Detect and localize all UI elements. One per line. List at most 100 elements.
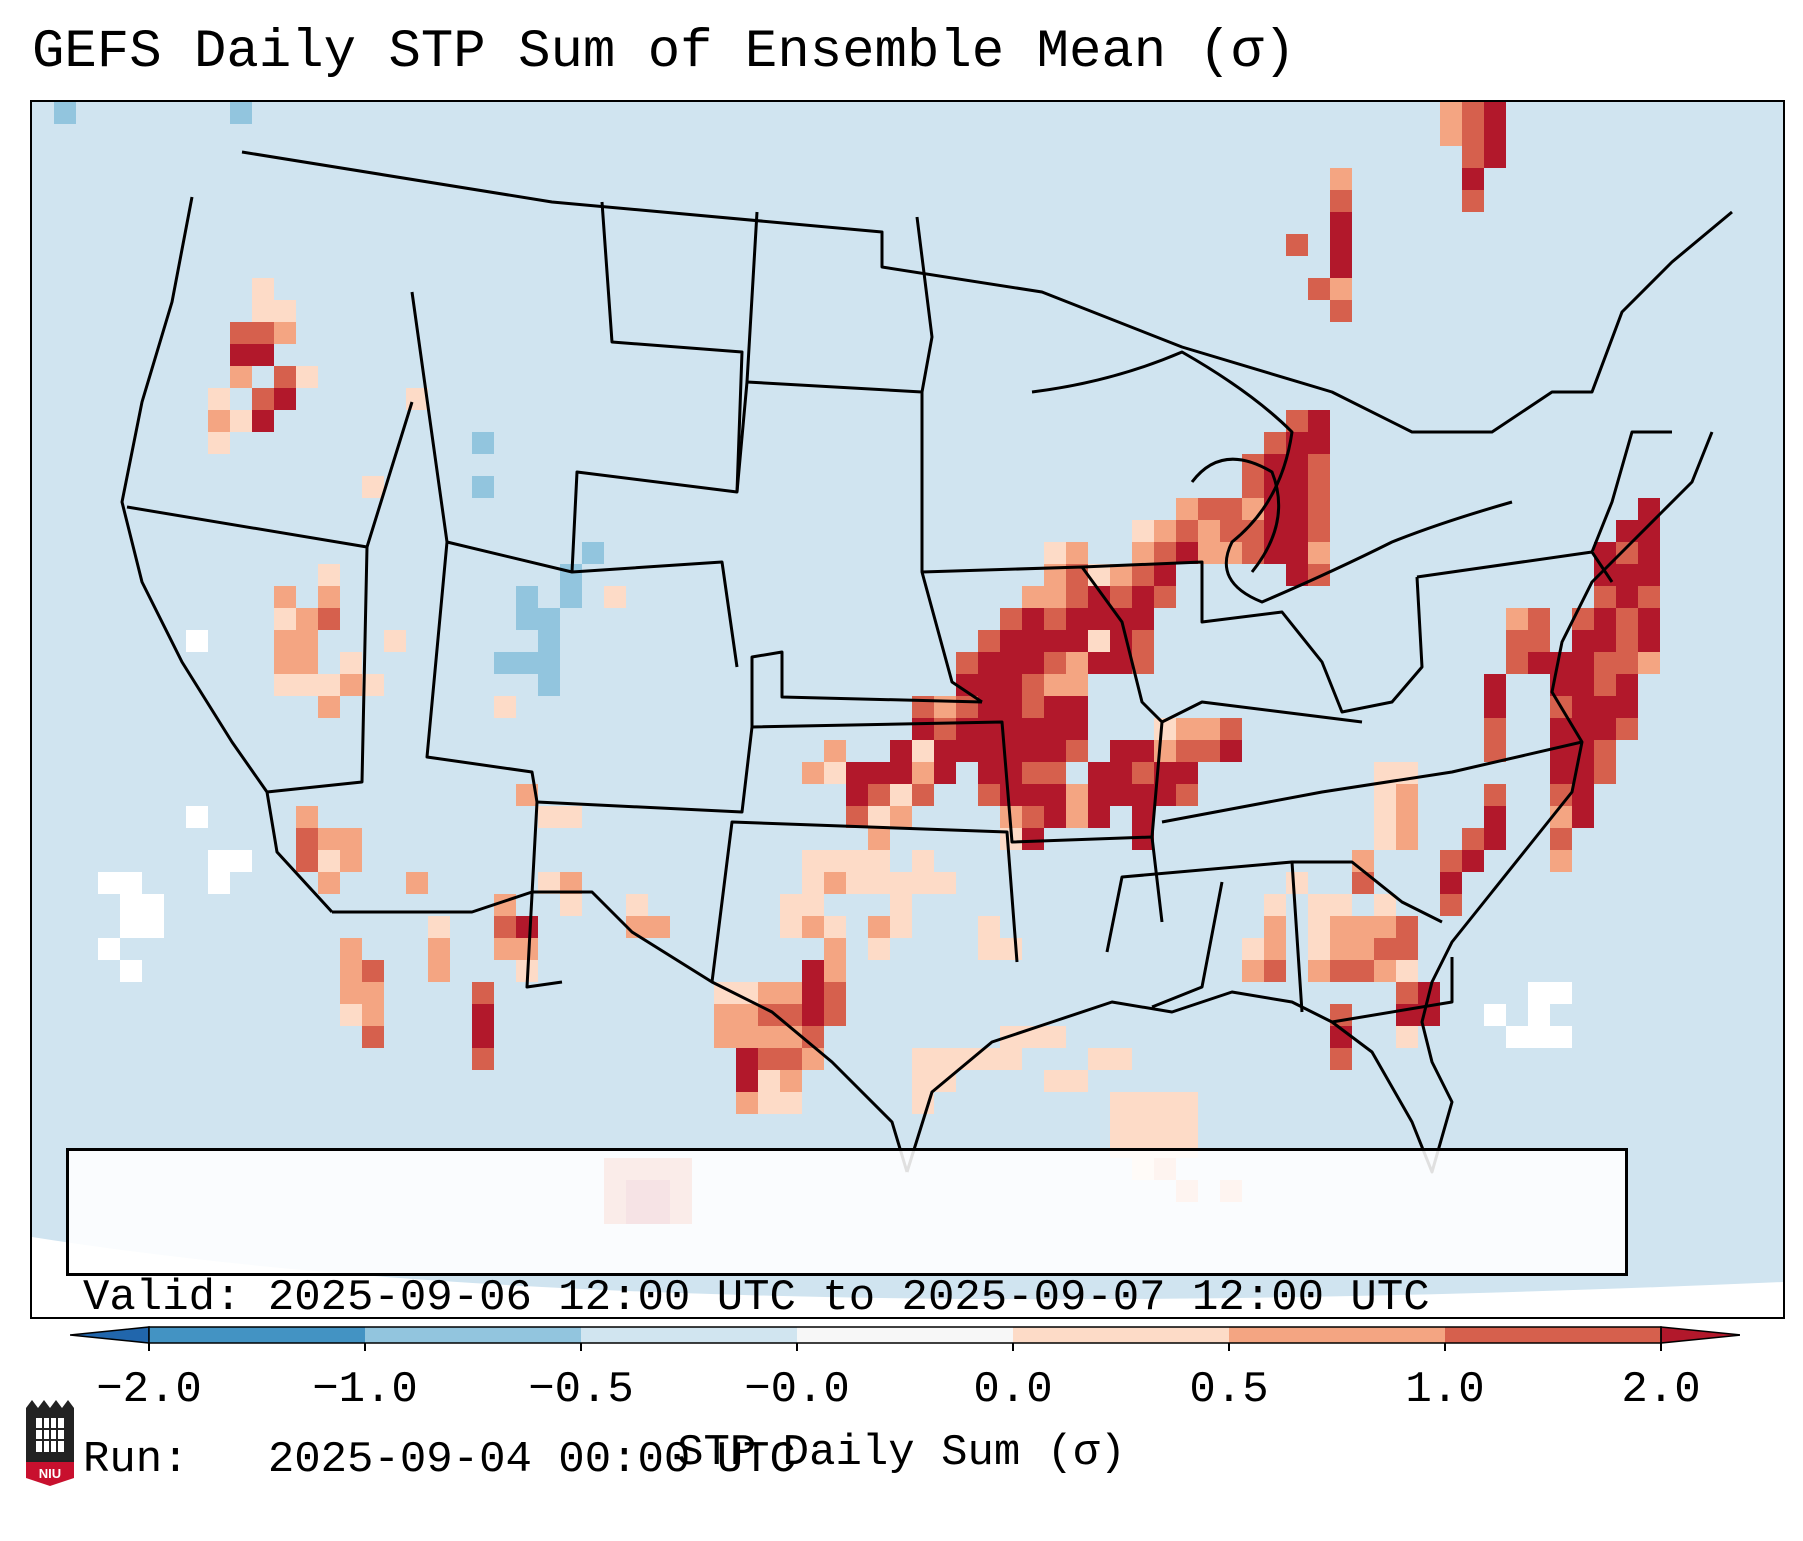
anomaly-cell [274, 674, 296, 696]
anomaly-cell [846, 850, 868, 872]
anomaly-cell [1528, 608, 1550, 630]
anomaly-cell [274, 322, 296, 344]
anomaly-cell [1176, 762, 1198, 784]
anomaly-cell [802, 1048, 824, 1070]
anomaly-cell [362, 1004, 384, 1026]
anomaly-cell [1594, 718, 1616, 740]
anomaly-cell [1132, 608, 1154, 630]
anomaly-cell [1616, 564, 1638, 586]
anomaly-cell [1506, 1026, 1528, 1048]
anomaly-cell [736, 1026, 758, 1048]
anomaly-cell [1264, 498, 1286, 520]
anomaly-cell [736, 1070, 758, 1092]
tick-label: 0.5 [1189, 1365, 1269, 1415]
anomaly-cell [1462, 850, 1484, 872]
anomaly-cell [802, 916, 824, 938]
anomaly-cell [1308, 454, 1330, 476]
anomaly-cell [1110, 740, 1132, 762]
colorbar-segment [1229, 1327, 1445, 1343]
anomaly-cell [1198, 542, 1220, 564]
anomaly-cell [626, 894, 648, 916]
anomaly-cell [472, 1048, 494, 1070]
anomaly-cell [1110, 1048, 1132, 1070]
anomaly-cell [1286, 520, 1308, 542]
anomaly-cell [1484, 828, 1506, 850]
anomaly-cell [824, 938, 846, 960]
anomaly-cell [340, 652, 362, 674]
colorbar-segment [149, 1327, 365, 1343]
anomaly-cell [1528, 652, 1550, 674]
anomaly-cell [230, 344, 252, 366]
anomaly-cell [472, 432, 494, 454]
anomaly-cell [1088, 806, 1110, 828]
anomaly-cell [1572, 740, 1594, 762]
anomaly-cell [1594, 740, 1616, 762]
anomaly-cell [1616, 608, 1638, 630]
anomaly-cell [494, 938, 516, 960]
anomaly-cell [1594, 762, 1616, 784]
anomaly-cell [736, 1004, 758, 1026]
anomaly-cell [1572, 608, 1594, 630]
anomaly-cell [1440, 872, 1462, 894]
anomaly-cell [1462, 146, 1484, 168]
anomaly-cell [868, 872, 890, 894]
anomaly-cell [274, 366, 296, 388]
anomaly-cell [318, 674, 340, 696]
anomaly-cell [1396, 982, 1418, 1004]
anomaly-cell [516, 608, 538, 630]
state-borders [120, 150, 1733, 1174]
anomaly-cell [846, 872, 868, 894]
anomaly-cell [1528, 1026, 1550, 1048]
anomaly-cell [1528, 1004, 1550, 1026]
anomaly-cell [296, 806, 318, 828]
anomaly-cell [274, 388, 296, 410]
anomaly-cell [1506, 652, 1528, 674]
anomaly-cell [340, 828, 362, 850]
anomaly-cell [428, 916, 450, 938]
anomaly-cell [956, 652, 978, 674]
anomaly-cell [934, 1048, 956, 1070]
tick-label: −2.0 [96, 1365, 202, 1415]
anomaly-cell [1594, 696, 1616, 718]
anomaly-cell [934, 740, 956, 762]
anomaly-cell [1330, 916, 1352, 938]
anomaly-cell [1616, 718, 1638, 740]
anomaly-cell [758, 982, 780, 1004]
anomaly-cell [274, 586, 296, 608]
anomaly-cell [538, 630, 560, 652]
anomaly-cell [978, 674, 1000, 696]
anomaly-cell [1110, 1092, 1132, 1114]
anomaly-cell [912, 872, 934, 894]
anomaly-cell [1088, 586, 1110, 608]
tick-label: −0.0 [744, 1365, 850, 1415]
anomaly-cell [1616, 586, 1638, 608]
anomaly-cell [362, 960, 384, 982]
anomaly-cell [1044, 784, 1066, 806]
anomaly-cell [1484, 124, 1506, 146]
anomaly-cell [1638, 542, 1660, 564]
anomaly-cell [1616, 652, 1638, 674]
anomaly-cell [516, 586, 538, 608]
anomaly-cell [1132, 542, 1154, 564]
colorbar-extend-low [70, 1326, 150, 1344]
anomaly-cell [1154, 520, 1176, 542]
anomaly-cell [560, 872, 582, 894]
anomaly-cell [1044, 586, 1066, 608]
anomaly-cell [824, 850, 846, 872]
anomaly-cell [1594, 542, 1616, 564]
anomaly-cell [1506, 608, 1528, 630]
anomaly-cell [1022, 762, 1044, 784]
anomaly-cell [1396, 806, 1418, 828]
anomaly-cell [1484, 102, 1506, 124]
anomaly-cell [934, 872, 956, 894]
anomaly-cell [802, 982, 824, 1004]
anomaly-cell [1550, 828, 1572, 850]
anomaly-cell [1022, 828, 1044, 850]
run-label: Run: [83, 1435, 189, 1485]
anomaly-cell [1066, 1070, 1088, 1092]
anomaly-cell [230, 322, 252, 344]
anomaly-cell [1374, 938, 1396, 960]
anomaly-cell [1242, 960, 1264, 982]
anomaly-cell [1308, 938, 1330, 960]
anomaly-cell [1022, 586, 1044, 608]
